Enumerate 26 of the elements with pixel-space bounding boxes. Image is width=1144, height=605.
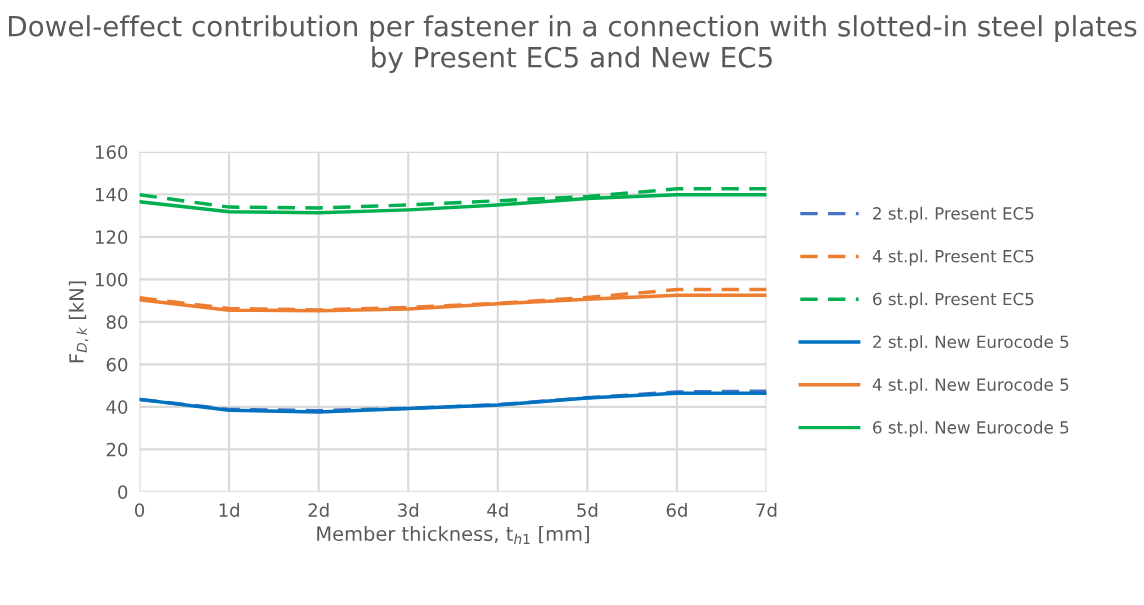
legend-label: 4 st.pl. New Eurocode 5 bbox=[872, 377, 1069, 395]
x-tick-label: 0 bbox=[135, 503, 145, 517]
y-tick-label: 20 bbox=[106, 442, 128, 457]
chart-title: Dowel-effect contribution per fastener in a connection with slotted-in steel plates by Present EC5 and New EC5 bbox=[9, 15, 1137, 74]
y-tick-label: 120 bbox=[95, 230, 128, 244]
y-tick-label: 140 bbox=[95, 187, 128, 202]
y-tick-label: 40 bbox=[106, 400, 128, 414]
y-tick-label: 100 bbox=[95, 272, 128, 287]
x-tick-label: 1d bbox=[219, 502, 239, 517]
x-tick-label: 2d bbox=[308, 502, 329, 517]
legend-label: 4 st.pl. Present EC5 bbox=[872, 249, 1034, 266]
x-tick-label: 3d bbox=[398, 502, 419, 517]
legend-label: 6 st.pl. New Eurocode 5 bbox=[873, 420, 1069, 437]
x-tick-label: 6d bbox=[666, 502, 687, 517]
y-tick-label: 0 bbox=[118, 485, 128, 499]
x-tick-label: 4d bbox=[487, 502, 508, 517]
y-tick-label: 60 bbox=[106, 357, 128, 372]
x-tick-label: 5d bbox=[577, 502, 598, 517]
legend-label: 6 st.pl. Present EC5 bbox=[873, 292, 1034, 309]
x-axis-title: Member thickness, t$_{h1}$ [mm] bbox=[317, 526, 589, 544]
legend-label: 2 st.pl. New Eurocode 5 bbox=[873, 335, 1069, 352]
legend-label: 2 st.pl. Present EC5 bbox=[873, 206, 1034, 223]
x-tick-label: 7d bbox=[756, 502, 777, 517]
y-axis-title: F$_{D,k}$ [kN] bbox=[68, 281, 89, 363]
y-tick-label: 160 bbox=[95, 145, 128, 159]
y-tick-label: 80 bbox=[106, 315, 128, 329]
